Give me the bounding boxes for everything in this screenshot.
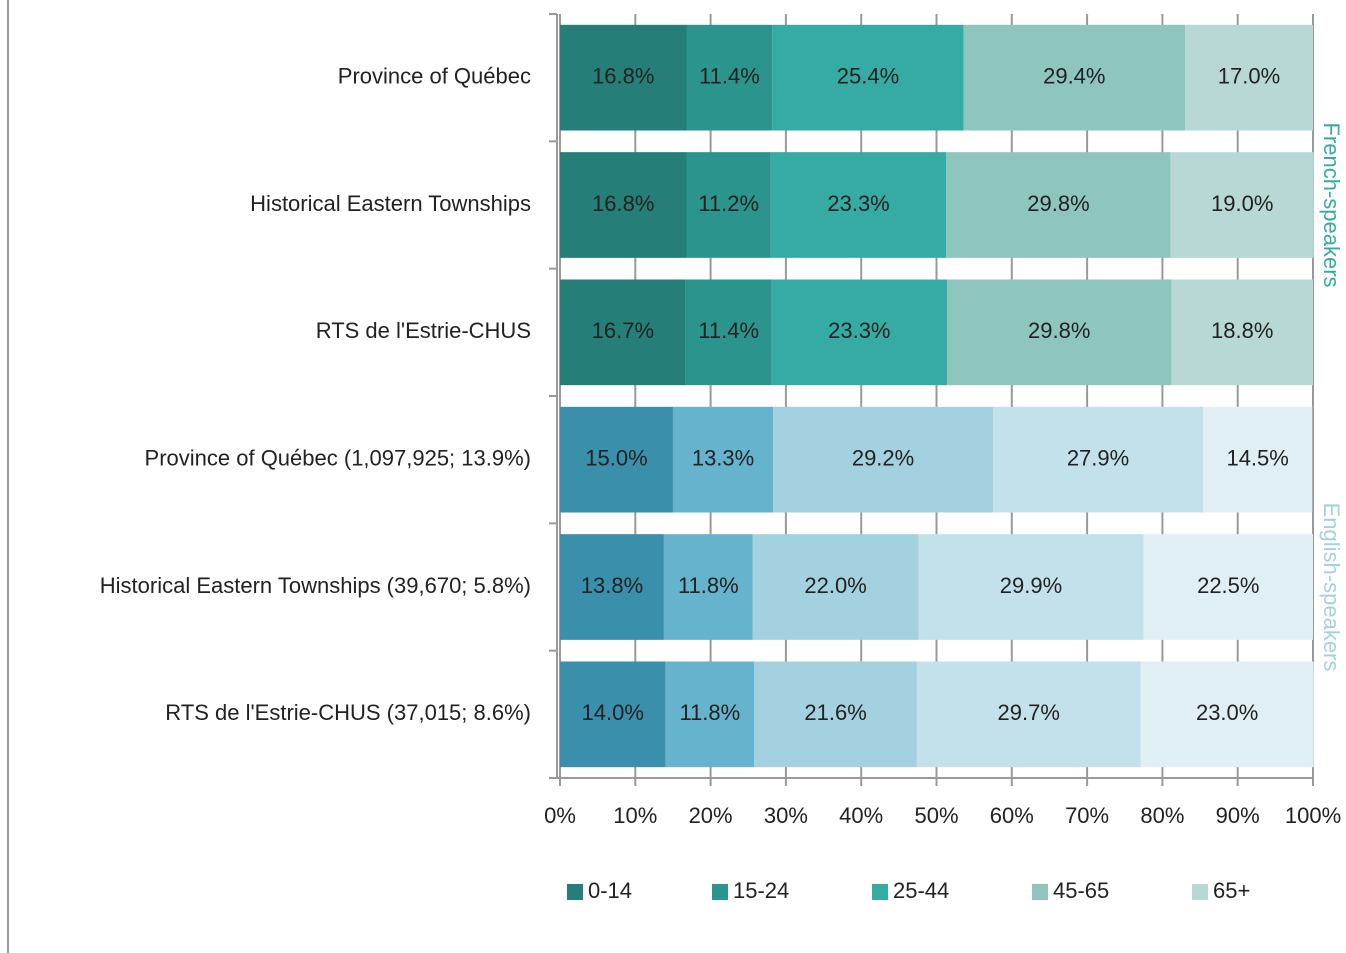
value-label: 29.9%: [1000, 573, 1062, 598]
group-label: English-speakers: [1319, 503, 1344, 672]
legend-label: 65+: [1213, 878, 1250, 903]
bar-segment: [663, 534, 753, 640]
value-label: 22.0%: [804, 573, 866, 598]
legend-swatch: [712, 884, 728, 900]
legend-label: 25-44: [893, 878, 949, 903]
value-label: 29.8%: [1028, 318, 1090, 343]
x-tick-label: 90%: [1216, 803, 1260, 828]
value-label: 29.7%: [998, 700, 1060, 725]
x-tick-label: 20%: [689, 803, 733, 828]
x-tick-label: 30%: [764, 803, 808, 828]
bar-segment: [1170, 152, 1314, 258]
value-label: 11.8%: [679, 700, 740, 725]
bar-segment: [686, 152, 771, 258]
value-label: 14.0%: [582, 700, 644, 725]
bar-segment: [946, 152, 1171, 258]
x-tick-label: 80%: [1140, 803, 1184, 828]
legend-swatch: [567, 884, 583, 900]
bar-segment: [1203, 406, 1313, 513]
bar-segment: [752, 534, 919, 640]
value-label: 23.0%: [1196, 700, 1258, 725]
value-label: 11.4%: [698, 318, 759, 343]
x-tick-label: 60%: [990, 803, 1034, 828]
bar-segment: [560, 661, 666, 768]
value-label: 29.2%: [852, 445, 914, 470]
bar-segment: [770, 152, 947, 258]
group-label: French-speakers: [1319, 122, 1344, 287]
value-label: 11.8%: [678, 573, 739, 598]
bar-segment: [918, 534, 1144, 640]
bar-segment: [665, 661, 755, 768]
value-label: 23.3%: [828, 318, 890, 343]
bar-segment: [685, 279, 772, 386]
legend-swatch: [1192, 884, 1208, 900]
value-label: 22.5%: [1197, 573, 1259, 598]
bar-segment: [754, 661, 917, 768]
x-tick-label: 100%: [1285, 803, 1341, 828]
bar-segment: [560, 152, 687, 258]
category-label: Province of Québec (1,097,925; 13.9%): [145, 445, 531, 470]
x-tick-label: 50%: [914, 803, 958, 828]
category-label: RTS de l'Estrie-CHUS: [316, 318, 531, 343]
value-label: 13.3%: [692, 445, 754, 470]
category-label: Historical Eastern Townships: [250, 191, 531, 216]
bar-segment: [560, 24, 687, 131]
x-tick-label: 40%: [839, 803, 883, 828]
bar-segment: [773, 406, 993, 513]
value-label: 11.4%: [699, 63, 760, 88]
value-label: 17.0%: [1218, 63, 1280, 88]
category-label: Historical Eastern Townships (39,670; 5.…: [100, 573, 531, 598]
value-label: 29.8%: [1027, 191, 1089, 216]
x-tick-label: 10%: [613, 803, 657, 828]
legend-label: 15-24: [733, 878, 789, 903]
value-label: 11.2%: [698, 191, 759, 216]
bar-segment: [560, 534, 664, 640]
value-label: 21.6%: [804, 700, 866, 725]
category-label: Province of Québec: [338, 63, 531, 88]
x-tick-label: 70%: [1065, 803, 1109, 828]
value-label: 16.8%: [592, 191, 654, 216]
bar-segment: [1140, 661, 1314, 768]
legend-swatch: [872, 884, 888, 900]
bar-segment: [916, 661, 1141, 768]
value-label: 13.8%: [581, 573, 643, 598]
legend-label: 45-65: [1053, 878, 1109, 903]
bar-segment: [772, 24, 964, 131]
bar-segment: [686, 24, 773, 131]
value-label: 16.7%: [592, 318, 654, 343]
value-label: 25.4%: [837, 63, 899, 88]
bar-segment: [560, 279, 686, 386]
value-label: 27.9%: [1067, 445, 1129, 470]
bar-segment: [560, 406, 673, 513]
category-label: RTS de l'Estrie-CHUS (37,015; 8.6%): [165, 700, 531, 725]
bar-segment: [1143, 534, 1313, 640]
legend-label: 0-14: [588, 878, 632, 903]
value-label: 19.0%: [1211, 191, 1273, 216]
bar-segment: [963, 24, 1185, 131]
bar-segment: [947, 279, 1172, 386]
bar-segment: [771, 279, 948, 386]
value-label: 29.4%: [1043, 63, 1105, 88]
bar-segment: [1171, 279, 1313, 386]
value-label: 16.8%: [592, 63, 654, 88]
value-label: 14.5%: [1226, 445, 1288, 470]
bar-segment: [1184, 24, 1313, 131]
value-label: 15.0%: [585, 445, 647, 470]
bar-segment: [672, 406, 774, 513]
x-tick-label: 0%: [544, 803, 576, 828]
value-label: 18.8%: [1211, 318, 1273, 343]
bar-segment: [992, 406, 1204, 513]
legend-swatch: [1032, 884, 1048, 900]
value-label: 23.3%: [827, 191, 889, 216]
